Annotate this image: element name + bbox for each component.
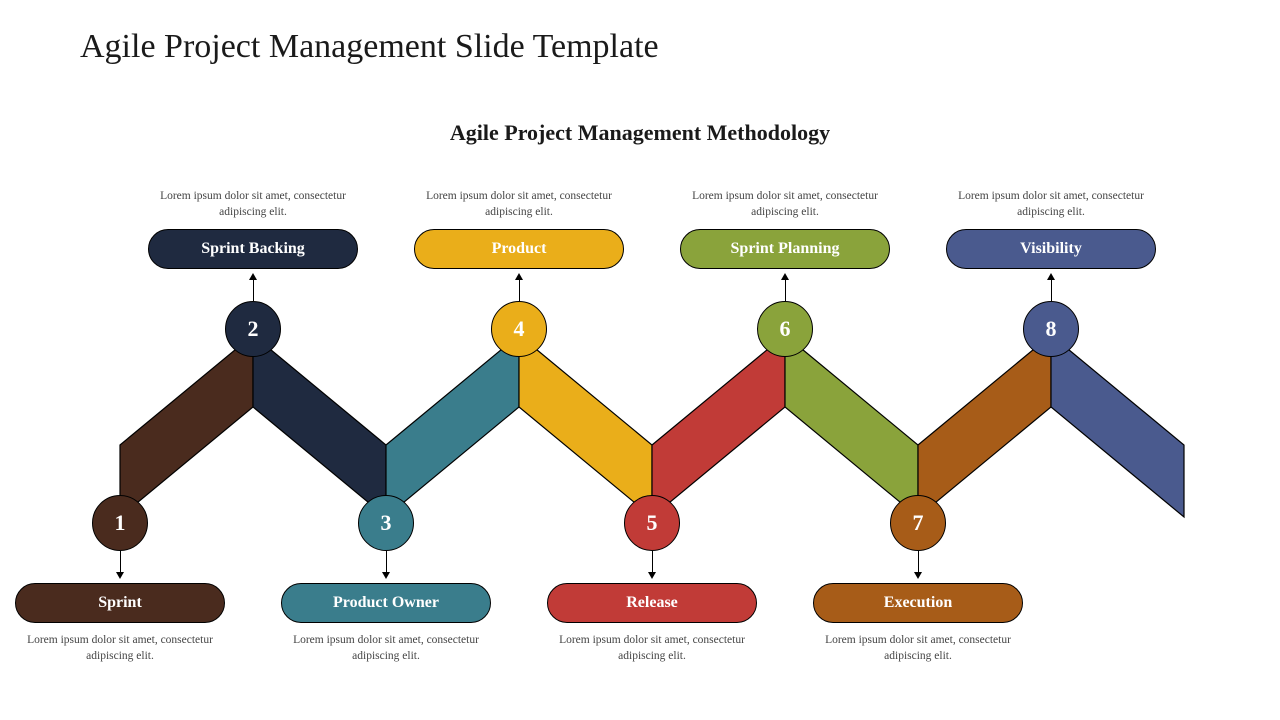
step-desc-2: Lorem ipsum dolor sit amet, consectetur … [143,189,363,220]
step-arrow-6 [785,279,786,301]
step-arrow-4 [519,279,520,301]
step-arrow-5 [652,551,653,573]
step-desc-5: Lorem ipsum dolor sit amet, consectetur … [542,633,762,664]
step-pill-8: Visibility [946,229,1156,269]
step-arrowhead-8 [1047,273,1055,280]
step-arrowhead-1 [116,572,124,579]
step-arrowhead-6 [781,273,789,280]
step-desc-4: Lorem ipsum dolor sit amet, consectetur … [409,189,629,220]
step-desc-7: Lorem ipsum dolor sit amet, consectetur … [808,633,1028,664]
step-arrow-3 [386,551,387,573]
step-circle-1: 1 [92,495,148,551]
step-pill-7: Execution [813,583,1023,623]
step-circle-4: 4 [491,301,547,357]
step-arrowhead-4 [515,273,523,280]
steps-overlay: 1 Sprint Lorem ipsum dolor sit amet, conse… [0,0,1280,720]
step-circle-3: 3 [358,495,414,551]
step-pill-2: Sprint Backing [148,229,358,269]
step-circle-6: 6 [757,301,813,357]
step-desc-6: Lorem ipsum dolor sit amet, consectetur … [675,189,895,220]
step-circle-7: 7 [890,495,946,551]
step-pill-3: Product Owner [281,583,491,623]
step-desc-8: Lorem ipsum dolor sit amet, consectetur … [941,189,1161,220]
step-circle-5: 5 [624,495,680,551]
step-arrowhead-3 [382,572,390,579]
step-circle-2: 2 [225,301,281,357]
step-pill-6: Sprint Planning [680,229,890,269]
step-desc-3: Lorem ipsum dolor sit amet, consectetur … [276,633,496,664]
step-desc-1: Lorem ipsum dolor sit amet, consectetur … [10,633,230,664]
step-arrow-7 [918,551,919,573]
step-arrowhead-5 [648,572,656,579]
step-arrowhead-2 [249,273,257,280]
step-arrow-2 [253,279,254,301]
step-circle-8: 8 [1023,301,1079,357]
step-arrowhead-7 [914,572,922,579]
step-pill-1: Sprint [15,583,225,623]
step-arrow-8 [1051,279,1052,301]
step-pill-5: Release [547,583,757,623]
step-pill-4: Product [414,229,624,269]
step-arrow-1 [120,551,121,573]
